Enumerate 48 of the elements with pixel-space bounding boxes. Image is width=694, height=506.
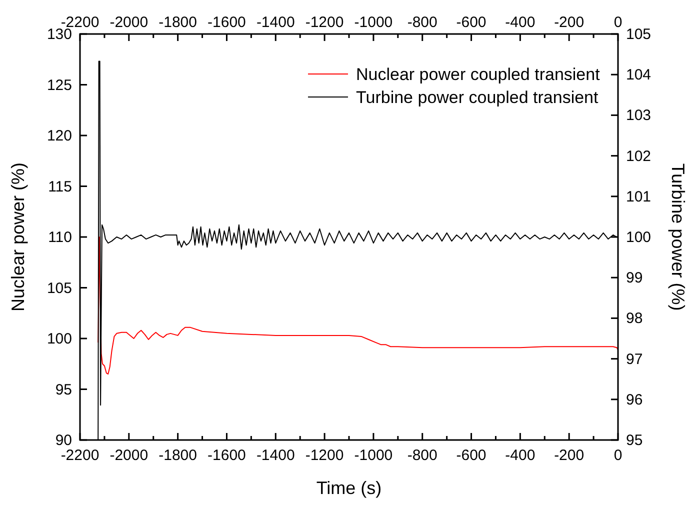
y-tick-label: 90 [55, 432, 72, 449]
x2-tick-label: -1400 [256, 447, 295, 464]
x-tick-label: -1200 [305, 14, 344, 31]
x-tick-label: -200 [554, 14, 584, 31]
x2-tick-label: 0 [614, 447, 622, 464]
x-tick-label: -600 [456, 14, 486, 31]
x-tick-label: -1000 [354, 14, 393, 31]
y-tick-label: 100 [46, 330, 72, 348]
x-tick-label: -1400 [256, 14, 295, 31]
x2-tick-label: -1200 [305, 447, 344, 464]
y2-axis-title: Turbine power (%) [668, 163, 688, 311]
x-axis-title: Time (s) [316, 478, 382, 498]
x-tick-label: -800 [407, 14, 438, 31]
y2-tick-label: 102 [626, 148, 652, 165]
y-tick-label: 130 [46, 26, 72, 43]
x-tick-label: -1600 [208, 14, 246, 31]
x-tick-label: -400 [505, 14, 536, 31]
legend-label: Turbine power coupled transient [356, 88, 599, 107]
x2-tick-label: -800 [407, 447, 438, 464]
y-tick-label: 115 [48, 178, 72, 196]
legend-label: Nuclear power coupled transient [356, 65, 600, 84]
y2-tick-label: 105 [626, 26, 652, 43]
x2-tick-label: -1000 [354, 447, 393, 464]
y2-tick-label: 96 [626, 391, 643, 408]
x2-tick-label: -1800 [158, 447, 198, 464]
y2-tick-label: 104 [626, 66, 652, 84]
y-axis-title: Nuclear power (%) [8, 162, 28, 312]
y2-tick-label: 95 [626, 432, 643, 449]
x2-tick-label: -2200 [60, 447, 100, 464]
x2-tick-label: -1600 [208, 447, 246, 464]
y2-tick-label: 99 [626, 270, 643, 287]
y-tick-label: 105 [46, 280, 72, 297]
y2-tick-label: 97 [626, 350, 643, 368]
y-tick-label: 95 [55, 381, 72, 398]
x2-tick-label: -200 [554, 447, 584, 464]
x-tick-label: -2000 [110, 14, 148, 31]
y2-tick-label: 103 [626, 107, 652, 124]
x-tick-label: 0 [614, 14, 622, 31]
y-tick-label: 120 [46, 128, 72, 144]
x-tick-label: -1800 [158, 14, 198, 31]
x2-tick-label: -2000 [110, 447, 148, 464]
y-tick-label: 125 [46, 76, 72, 94]
y2-tick-label: 98 [626, 310, 643, 328]
x2-tick-label: -400 [505, 447, 536, 464]
y2-tick-label: 101 [626, 188, 652, 206]
x2-tick-label: -600 [456, 447, 486, 464]
y-tick-label: 110 [48, 229, 72, 246]
y2-tick-label: 100 [626, 229, 652, 246]
